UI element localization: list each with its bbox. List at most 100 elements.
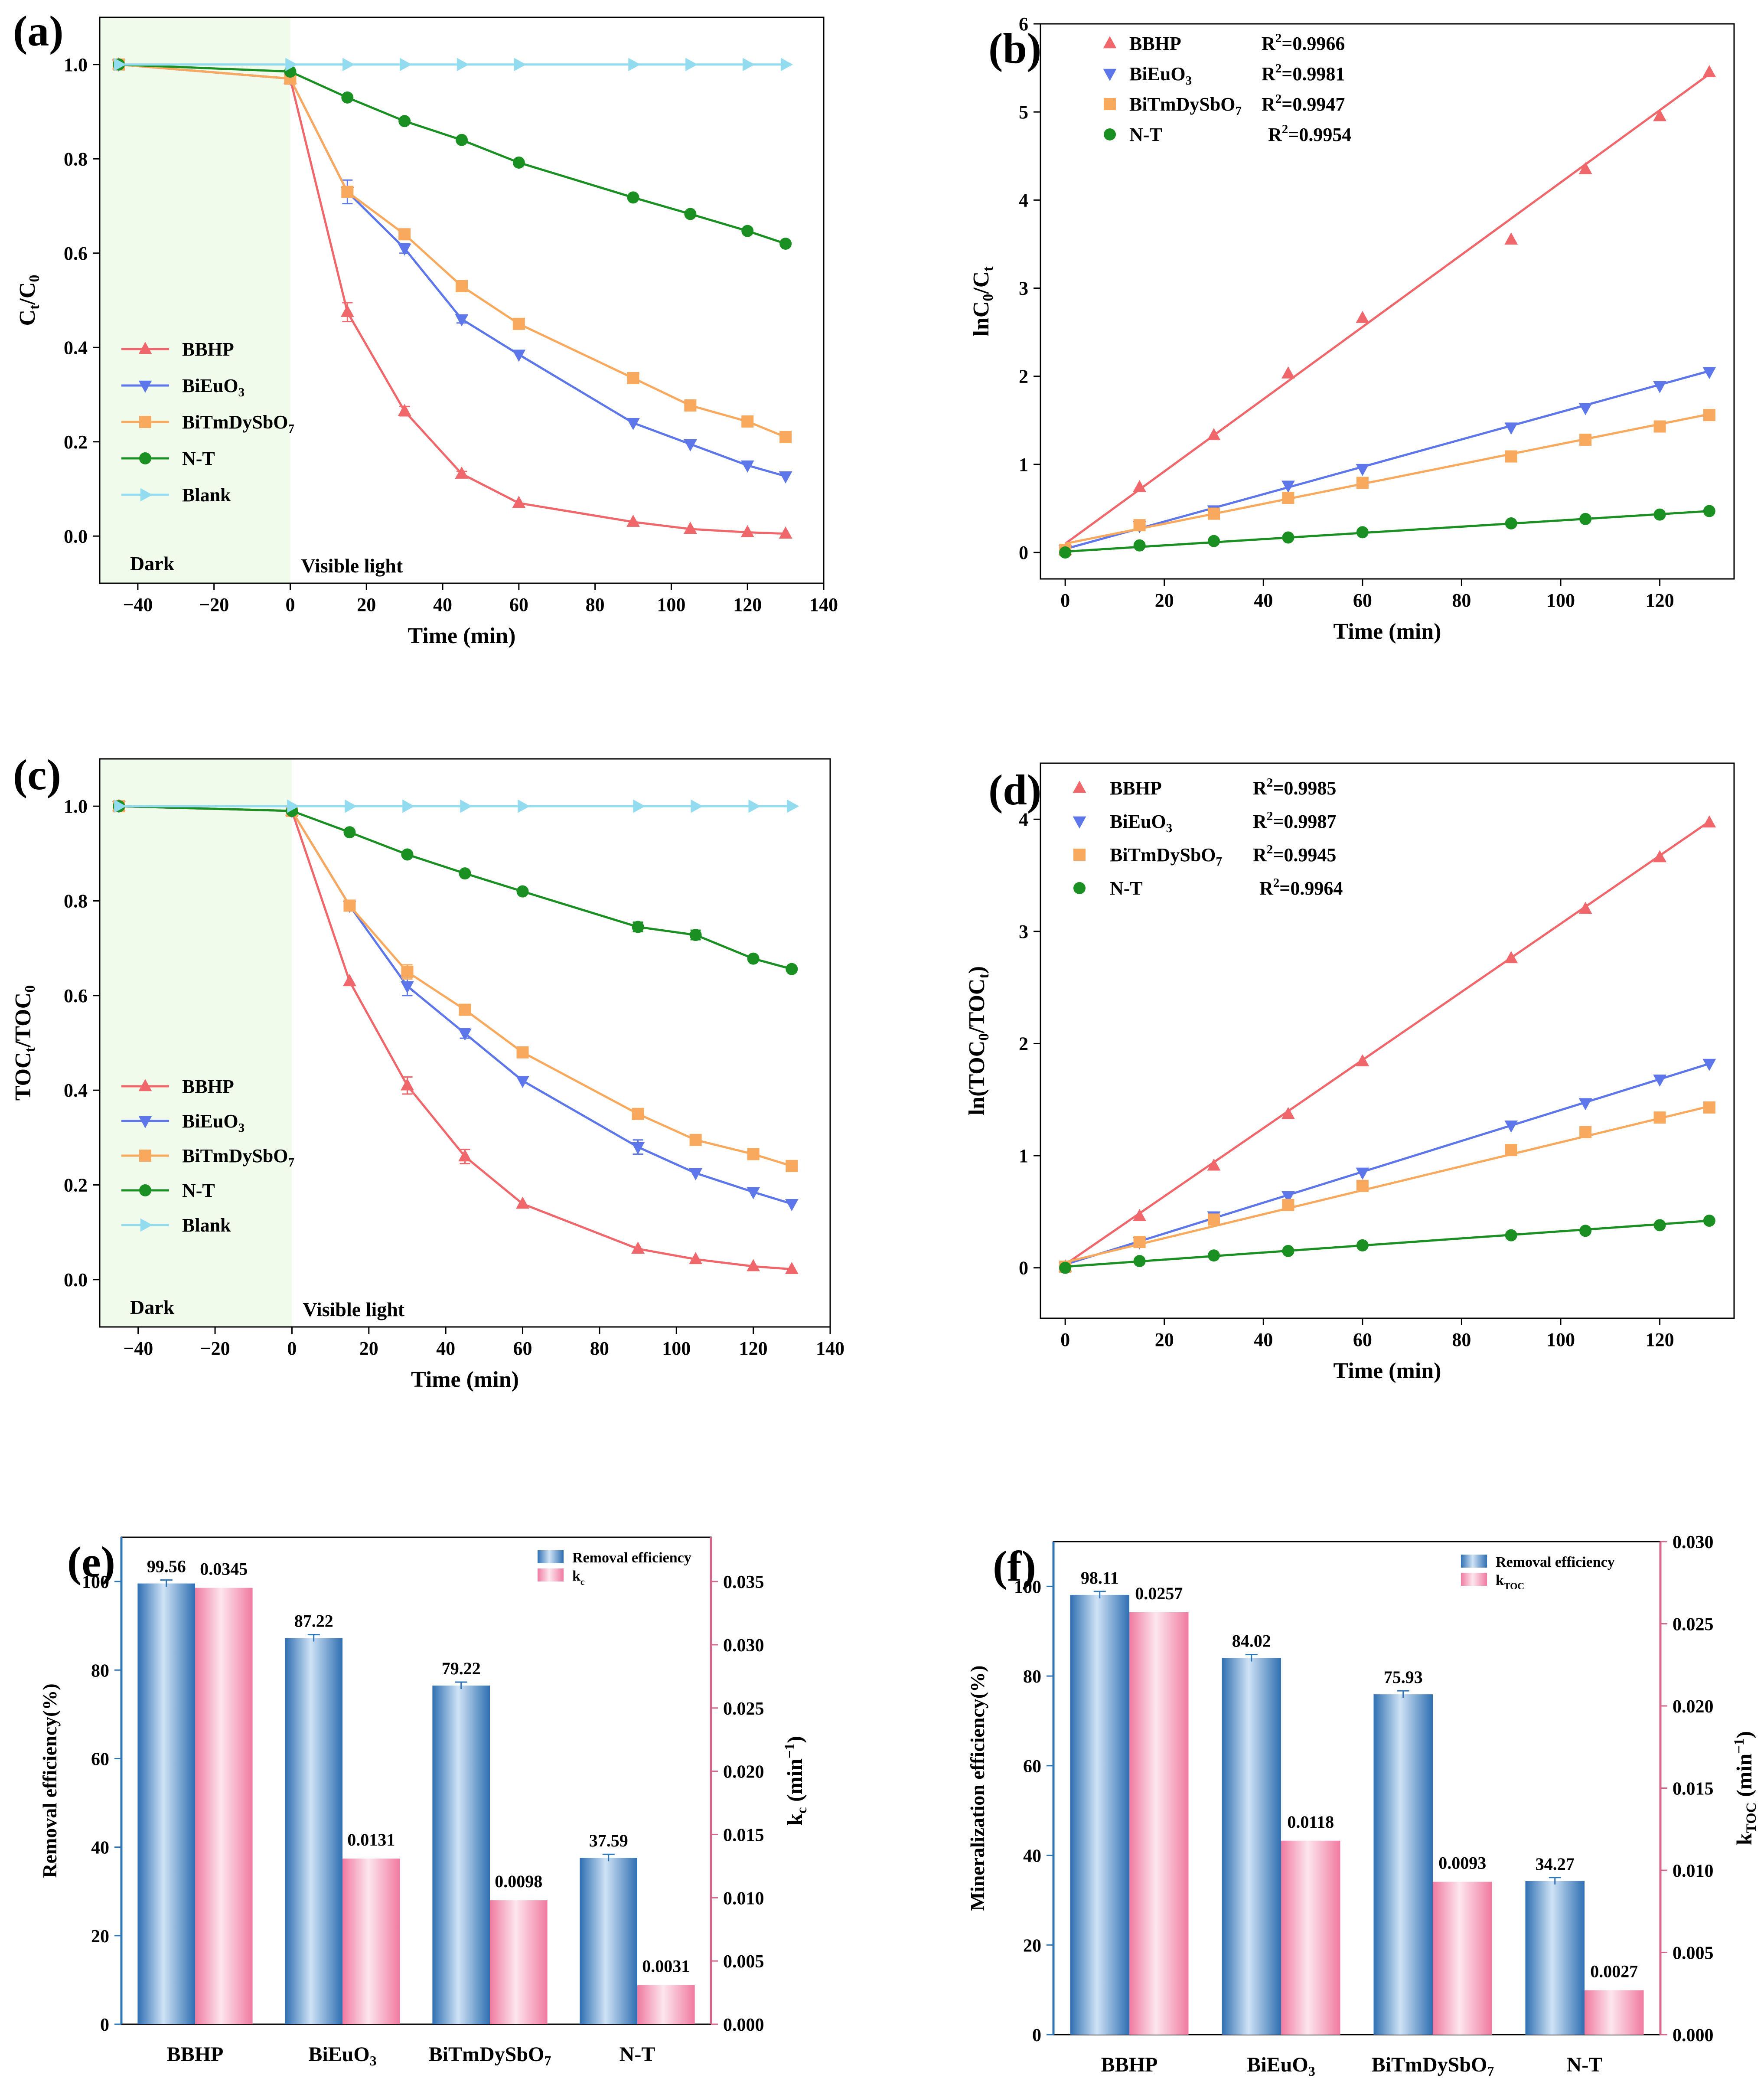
legend-label: N-T — [1129, 124, 1162, 145]
data-point — [1578, 162, 1592, 174]
bar-value-label: 0.0098 — [495, 1872, 542, 1891]
data-point — [402, 799, 415, 813]
right-tick-label: 0.035 — [723, 1572, 764, 1592]
x-tick-label: −20 — [200, 1338, 230, 1359]
right-tick-label: 0.030 — [723, 1636, 764, 1656]
panel-a: −40 −20 0 20 40 60 80 100 120 140 0.0 0.2 0.4 0.6 0.8 1… — [13, 7, 838, 648]
category-label: BiTmDySbO7 — [1372, 2053, 1494, 2078]
data-point — [512, 496, 526, 508]
data-point — [683, 522, 697, 534]
text-segment: BBHP — [182, 1076, 234, 1097]
y-tick-label: 2 — [1019, 1033, 1028, 1054]
data-point — [1653, 109, 1666, 121]
x-tick-label: 120 — [739, 1338, 768, 1359]
left-tick-label: 20 — [1023, 1936, 1041, 1956]
bar-value-label: 0.0345 — [200, 1559, 248, 1579]
data-point — [684, 399, 697, 412]
bar-value-label: 98.11 — [1081, 1568, 1119, 1588]
x-tick-label: 60 — [1353, 1329, 1372, 1350]
legend-label: kc — [572, 1568, 585, 1587]
x-tick-label: 0 — [1060, 590, 1070, 611]
data-point — [1133, 1236, 1146, 1248]
left-tick-label: 100 — [82, 1572, 109, 1592]
data-point — [341, 91, 354, 104]
x-tick-label: 60 — [1353, 590, 1372, 611]
text-segment: 0 — [980, 294, 996, 301]
text-segment: R — [1253, 778, 1267, 799]
right-tick-label: 0.000 — [723, 2015, 764, 2035]
bar-value-label: 0.0118 — [1287, 1812, 1334, 1832]
data-point — [460, 799, 473, 813]
text-segment: 3 — [370, 2053, 377, 2068]
legend: BBHP BiEuO3 BiTmDySbO7 N-T Blank — [121, 339, 294, 506]
data-point — [1208, 1213, 1220, 1226]
fit-line — [1065, 370, 1710, 550]
y-tick-label: 0.2 — [64, 431, 88, 453]
x-axis-label: Time (min) — [408, 624, 516, 648]
text-segment: BiTmDySbO — [429, 2043, 545, 2066]
text-segment: 2 — [1275, 62, 1282, 75]
x-tick-label: 120 — [1646, 1329, 1674, 1350]
y-tick-label: 0.8 — [64, 148, 88, 170]
x-tick-label: 40 — [1254, 1329, 1273, 1350]
series-line — [119, 805, 792, 1167]
legend-label: BiEuO3 — [1110, 811, 1172, 835]
text-segment: N-T — [1110, 878, 1143, 899]
text-segment: BiEuO — [308, 2043, 369, 2066]
data-point — [1702, 367, 1716, 379]
text-segment: BiTmDySbO — [1110, 844, 1216, 866]
legend-label: BiEuO3 — [182, 375, 245, 399]
y-axis-label: lnC0/Ct — [969, 266, 996, 337]
left-tick-label: 80 — [91, 1661, 109, 1681]
bar-efficiency — [1070, 1594, 1129, 2035]
panel-label: (e) — [67, 1538, 115, 1586]
data-point — [1281, 1107, 1295, 1119]
text-segment: ) — [1732, 1731, 1756, 1738]
data-point — [398, 404, 411, 416]
x-axis-label: Time (min) — [411, 1367, 519, 1392]
data-point — [631, 1142, 645, 1154]
text-segment: 7 — [288, 1156, 295, 1170]
plot-frame — [99, 758, 831, 1328]
x-axis-label: Time (min) — [1334, 619, 1441, 644]
data-point — [1579, 513, 1592, 525]
data-point — [1059, 546, 1072, 559]
data-point — [1578, 902, 1592, 914]
legend-label: BiTmDySbO7 — [182, 1145, 294, 1170]
text-segment: =0.9987 — [1273, 811, 1336, 832]
data-point — [779, 526, 792, 539]
data-point — [512, 350, 526, 362]
text-segment: 7 — [544, 2053, 551, 2068]
series-N-T — [112, 58, 792, 250]
text-segment: 7 — [288, 422, 295, 436]
data-point — [740, 525, 754, 537]
fit-line — [1064, 820, 1710, 1265]
legend-swatch — [1461, 1555, 1487, 1568]
x-tick-label: 120 — [733, 594, 762, 615]
visible-light-label: Visible light — [301, 555, 403, 577]
data-point — [1703, 1101, 1715, 1114]
data-point — [456, 280, 468, 292]
x-tick-label: 40 — [433, 594, 452, 615]
text-segment: (min — [1732, 1754, 1756, 1803]
right-tick-label: 0.010 — [723, 1888, 764, 1908]
data-point — [1578, 1098, 1592, 1111]
y-axis-label: ln(TOC0/TOCt) — [965, 966, 992, 1115]
data-point — [1703, 409, 1715, 421]
text-segment: =0.9981 — [1281, 63, 1345, 85]
y-axis-label: Ct/C0 — [15, 275, 42, 326]
text-segment: 2 — [1267, 843, 1273, 856]
right-axis-label: kc (min−1) — [782, 1736, 810, 1826]
text-segment: 2 — [1282, 122, 1288, 136]
data-point — [1505, 1229, 1517, 1242]
text-segment: 3 — [1186, 74, 1192, 88]
r2-label: R2=0.9947 — [1262, 92, 1345, 115]
bar-efficiency — [432, 1686, 490, 2024]
r2-label: R2=0.9987 — [1253, 809, 1336, 832]
text-segment: 7 — [1487, 2063, 1494, 2078]
data-point — [1282, 1245, 1294, 1257]
right-tick-label: 0.020 — [723, 1762, 764, 1782]
data-point — [627, 191, 639, 204]
